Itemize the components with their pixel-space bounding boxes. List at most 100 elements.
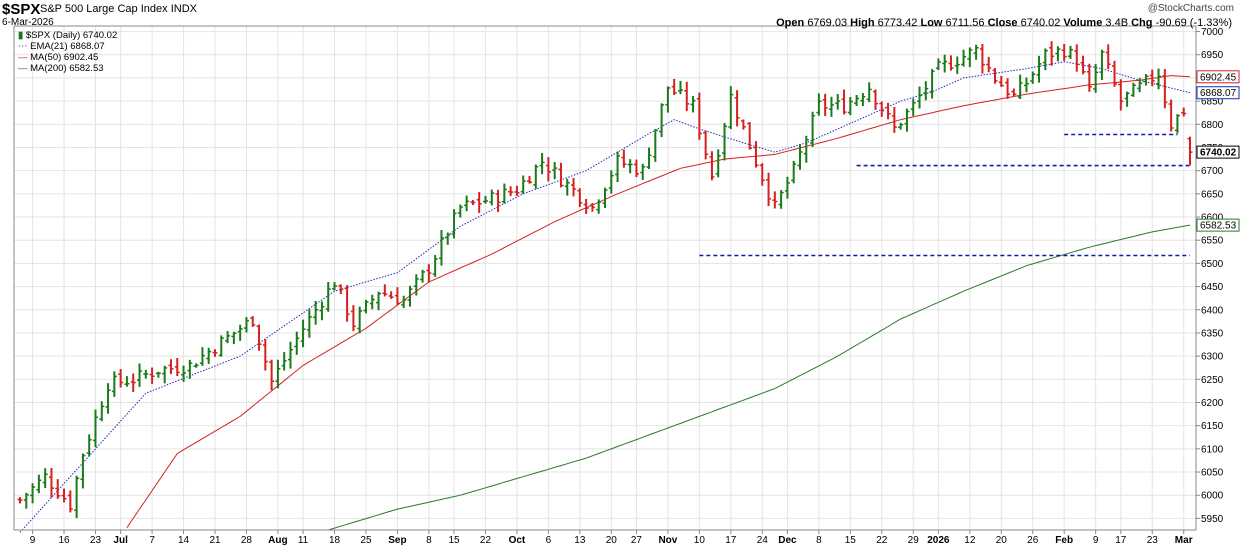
price-bar — [369, 294, 375, 310]
price-bar — [206, 347, 212, 364]
price-bar — [772, 191, 778, 209]
volume-value: 3.4B — [1105, 17, 1129, 29]
high-label: High — [850, 17, 875, 29]
close-label: Close — [987, 17, 1018, 29]
security-name-text: S&P 500 Large Cap Index — [40, 3, 168, 15]
x-tick-label: 11 — [298, 535, 309, 546]
y-tick-label: 6500 — [1201, 259, 1224, 270]
price-bar — [36, 474, 42, 494]
y-tick-label: 6150 — [1201, 421, 1224, 432]
price-bar — [571, 177, 577, 197]
price-bar — [1143, 74, 1149, 86]
price-bar — [671, 78, 677, 95]
x-tick-label: Dec — [778, 535, 797, 546]
price-bar — [986, 56, 992, 73]
price-bar — [382, 284, 388, 297]
price-bar — [80, 453, 86, 489]
price-bar — [910, 98, 916, 117]
price-bar — [1130, 82, 1136, 97]
price-bar — [432, 255, 438, 277]
price-bar — [243, 317, 249, 333]
price-bar — [482, 195, 488, 204]
price-bar — [577, 188, 583, 208]
price-bar — [520, 175, 526, 194]
price-bar — [325, 281, 331, 312]
price-bar — [646, 147, 652, 170]
price-bar — [162, 365, 168, 384]
price-bar — [476, 192, 482, 213]
price-bar — [350, 305, 356, 332]
x-tick-label: 16 — [58, 535, 70, 546]
x-tick-label: 15 — [448, 535, 460, 546]
x-tick-label: 24 — [757, 535, 769, 546]
gridlines — [14, 26, 1196, 530]
price-bar — [879, 101, 885, 117]
price-bar — [99, 401, 105, 422]
price-bar — [137, 363, 143, 387]
right-label-box — [1196, 218, 1240, 232]
price-bar — [709, 151, 715, 181]
price-bar — [684, 81, 690, 112]
price-bar — [426, 264, 432, 283]
ema21-line — [19, 61, 1191, 533]
x-tick-label: 6 — [546, 535, 552, 546]
price-bar — [457, 204, 463, 218]
price-bar — [262, 339, 268, 371]
price-bar — [627, 159, 633, 174]
price-bar — [734, 90, 740, 127]
price-bar — [633, 159, 639, 178]
price-bar — [212, 349, 218, 357]
price-bar — [451, 209, 457, 239]
price-bar — [237, 324, 243, 341]
ma50-line — [126, 75, 1191, 528]
price-bar — [1055, 46, 1061, 62]
x-tick-label: 14 — [178, 535, 190, 546]
price-bar — [1124, 91, 1130, 107]
y-tick-label: 6700 — [1201, 166, 1224, 177]
price-bar — [690, 96, 696, 113]
right-label-ema21: 6868.07 — [1196, 86, 1240, 100]
price-bar — [23, 492, 29, 509]
x-tick-label: 23 — [1147, 535, 1159, 546]
x-axis: 9 16 23 Jul 7 14 21 28 Aug 11 18 25 Sep 8 15 22 Oct 6 13 20… — [30, 530, 1193, 546]
price-bar — [558, 162, 564, 188]
price-bar — [1017, 74, 1023, 99]
x-tick-label: 18 — [329, 535, 341, 546]
price-bar — [1168, 99, 1174, 132]
price-bar — [728, 86, 734, 130]
price-bar — [1036, 55, 1042, 83]
price-bar — [665, 86, 671, 113]
price-bar — [747, 122, 753, 150]
price-bar — [1112, 60, 1118, 87]
y-tick-label: 6800 — [1201, 120, 1224, 131]
price-bar — [828, 96, 834, 117]
price-bar — [1030, 71, 1036, 84]
price-bar — [935, 58, 941, 71]
price-bar — [256, 324, 262, 351]
x-tick-label: 15 — [845, 535, 857, 546]
price-bar — [1067, 45, 1073, 59]
price-bar — [508, 186, 514, 197]
price-bar — [1074, 44, 1080, 72]
price-bar — [1023, 77, 1029, 93]
price-bar — [86, 434, 92, 457]
price-bar — [784, 176, 790, 199]
legend: ▮ $SPX (Daily) 6740.02 ⋯ EMA(21) 6868.07… — [18, 30, 117, 74]
x-tick-label: Jul — [113, 535, 128, 546]
x-tick-label: 2026 — [927, 535, 950, 546]
price-bar — [596, 199, 602, 214]
x-tick-label: 23 — [90, 535, 102, 546]
price-bar — [344, 285, 350, 322]
price-bar — [652, 128, 658, 162]
price-bar — [1181, 107, 1187, 117]
price-bar — [1061, 43, 1067, 61]
high-value: 6773.42 — [877, 17, 918, 29]
price-bar — [489, 189, 495, 206]
price-bar — [1042, 48, 1048, 71]
x-tick-label: 20 — [606, 535, 618, 546]
price-bar — [275, 359, 281, 389]
price-bar — [42, 468, 48, 488]
price-bar — [92, 409, 98, 448]
price-bar — [514, 185, 520, 196]
legend-ema21-text: EMA(21) 6868.07 — [30, 41, 105, 52]
